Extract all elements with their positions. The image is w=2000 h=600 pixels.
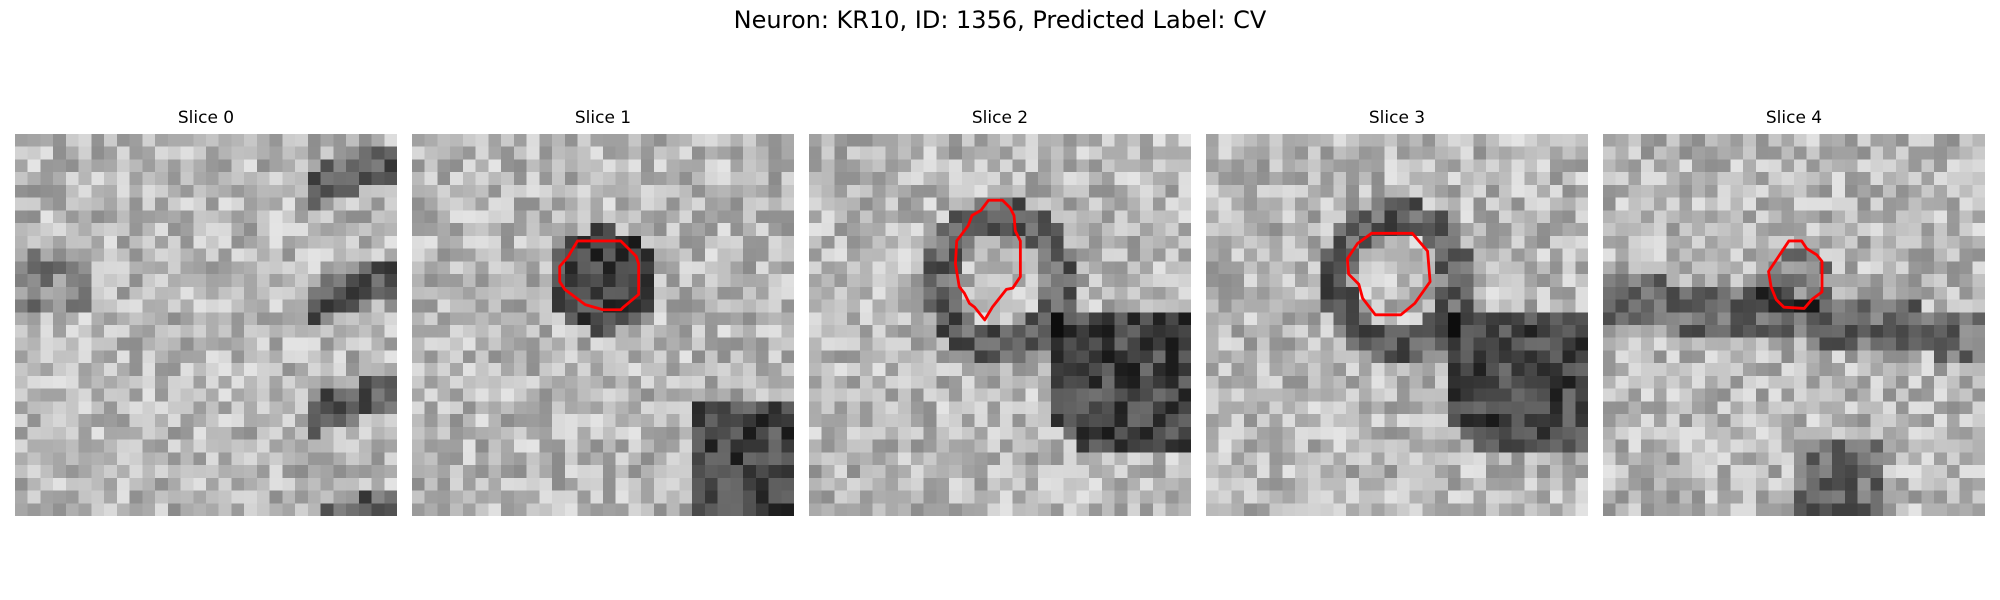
figure-title: Neuron: KR10, ID: 1356, Predicted Label:… — [733, 6, 1267, 34]
segmentation-outline — [954, 198, 1022, 322]
slice-image — [1603, 134, 1985, 516]
segmentation-outline — [558, 239, 641, 312]
slice-image — [412, 134, 794, 516]
slice-title: Slice 4 — [1765, 108, 1823, 128]
slice-title: Slice 1 — [574, 108, 632, 128]
slice-title: Slice 3 — [1368, 108, 1426, 128]
slice-title: Slice 0 — [177, 108, 235, 128]
slice-title: Slice 2 — [971, 108, 1029, 128]
segmentation-outline — [1345, 231, 1432, 317]
segmentation-outline — [1767, 239, 1824, 310]
slice-image — [1206, 134, 1588, 516]
slice-image — [15, 134, 397, 516]
slice-image — [809, 134, 1191, 516]
